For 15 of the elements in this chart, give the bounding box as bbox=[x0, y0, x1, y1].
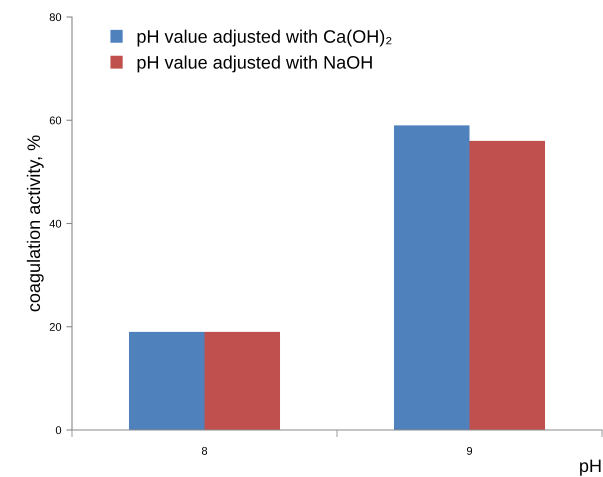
y-tick-label: 60 bbox=[50, 116, 62, 124]
x-tick-label: 9 bbox=[466, 446, 472, 455]
y-tick-label: 20 bbox=[50, 323, 62, 331]
y-axis-title: coagulation activity, % bbox=[26, 135, 44, 312]
y-tick-label: 40 bbox=[49, 220, 62, 228]
bar bbox=[470, 140, 546, 430]
bar bbox=[128, 332, 204, 430]
x-tick-label: 8 bbox=[202, 446, 208, 455]
y-tick-label: 80 bbox=[50, 13, 62, 22]
legend-label: pH value adjusted with NaOH bbox=[138, 56, 372, 72]
x-axis-title: pH bbox=[580, 460, 601, 476]
bar bbox=[204, 332, 280, 430]
legend-label: pH value adjusted with Ca(OH)₂ bbox=[138, 30, 392, 46]
bar bbox=[394, 125, 470, 430]
y-tick-label: 0 bbox=[56, 426, 62, 434]
